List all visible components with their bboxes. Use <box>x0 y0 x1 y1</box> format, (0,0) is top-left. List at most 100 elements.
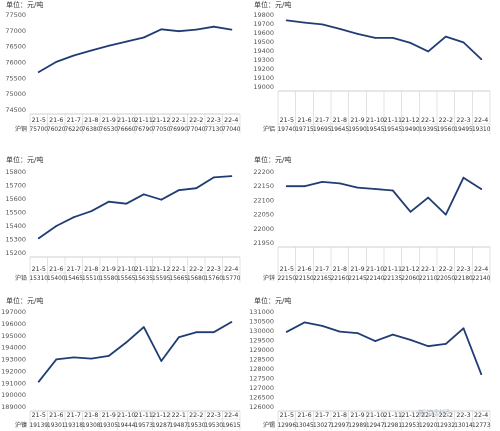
y-tick-label: 192000 <box>1 367 26 375</box>
data-value-label: 12989 <box>348 423 367 429</box>
x-tick-label: 22-3 <box>456 117 470 124</box>
y-tick-label: 129000 <box>249 346 274 354</box>
data-value-label: 22110 <box>419 276 438 282</box>
data-point <box>409 210 412 213</box>
x-tick-label: 21-9 <box>102 117 116 124</box>
data-value-label: 19545 <box>366 127 385 133</box>
x-tick-label: 21-7 <box>315 117 329 124</box>
y-tick-label: 19800 <box>253 11 274 19</box>
data-point <box>142 326 145 328</box>
unit-label: 单位：元/吨 <box>254 155 291 164</box>
x-tick-label: 21-8 <box>84 117 98 124</box>
y-tick-label: 19400 <box>253 47 274 55</box>
data-value-label: 19645 <box>331 127 350 133</box>
x-tick-label: 22-2 <box>439 117 453 124</box>
y-tick-label: 22150 <box>253 182 274 190</box>
unit-label: 单位：元/吨 <box>6 0 43 9</box>
data-value-label: 22150 <box>295 276 314 282</box>
data-value-label: 15770 <box>222 276 241 282</box>
data-value-label: 19310 <box>472 127 491 133</box>
y-tick-label: 193000 <box>1 356 26 364</box>
table-row-label: 沪铜 <box>15 125 27 133</box>
data-point <box>72 54 75 57</box>
data-value-label: 15580 <box>100 276 119 282</box>
x-tick-label: 21-6 <box>297 266 311 273</box>
data-point <box>356 332 359 334</box>
data-point <box>480 373 483 375</box>
y-tick-label: 128500 <box>249 356 274 364</box>
data-value-label: 19395 <box>419 127 438 133</box>
data-point <box>444 213 447 216</box>
x-tick-label: 22-1 <box>421 266 435 273</box>
data-point <box>212 331 215 334</box>
data-value-label: 22140 <box>472 276 491 282</box>
series-line <box>37 25 233 73</box>
data-value-label: 19695 <box>313 127 332 133</box>
x-tick-label: 22-4 <box>224 266 238 273</box>
x-tick-label: 21-7 <box>67 266 81 273</box>
x-tick-label: 21-11 <box>135 117 153 124</box>
data-point <box>338 28 341 30</box>
y-tick-label: 75500 <box>5 74 26 82</box>
x-tick-label: 21-11 <box>384 117 402 124</box>
x-tick-label: 21-12 <box>401 266 419 273</box>
data-value-label: 13045 <box>295 423 314 429</box>
x-tick-label: 21-10 <box>366 266 384 273</box>
data-point <box>409 339 412 341</box>
y-tick-label: 130000 <box>249 327 274 335</box>
x-tick-label: 21-10 <box>366 412 384 419</box>
y-tick-label: 22100 <box>253 196 274 204</box>
data-point <box>374 340 377 342</box>
data-value-label: 75700 <box>30 127 49 133</box>
data-point <box>338 330 341 333</box>
x-tick-label: 22-2 <box>439 412 453 419</box>
x-tick-label: 22-1 <box>172 266 186 273</box>
data-point <box>195 331 198 334</box>
chart-panel-5: 单位：元/吨 189000 190000 191000 192000 193000 1940… <box>1 296 241 430</box>
y-tick-label: 19700 <box>253 20 274 28</box>
x-tick-label: 21-7 <box>315 266 329 273</box>
x-tick-label: 21-7 <box>67 117 81 124</box>
series-line <box>37 321 233 383</box>
x-tick-label: 21-5 <box>280 117 294 124</box>
data-value-label: 19490 <box>401 127 420 133</box>
data-value-label: 15400 <box>47 276 66 282</box>
data-value-label: 22180 <box>454 276 473 282</box>
y-tick-label: 19200 <box>253 65 274 73</box>
data-value-label: 15565 <box>117 276 136 282</box>
y-tick-label: 190000 <box>1 391 26 399</box>
x-tick-label: 21-9 <box>102 266 116 273</box>
y-tick-label: 194000 <box>1 344 26 352</box>
series-line <box>285 321 483 376</box>
y-tick-label: 15300 <box>5 236 26 244</box>
x-tick-label: 21-8 <box>333 266 347 273</box>
data-value-label: 12953 <box>401 423 420 429</box>
y-tick-label: 77500 <box>5 11 26 19</box>
data-value-label: 19301 <box>47 423 66 429</box>
x-tick-label: 21-6 <box>49 117 63 124</box>
x-tick-label: 22-3 <box>456 412 470 419</box>
x-tick-label: 22-1 <box>421 117 435 124</box>
data-point <box>356 33 359 35</box>
x-tick-label: 21-8 <box>84 412 98 419</box>
y-tick-label: 15400 <box>5 222 26 230</box>
x-tick-label: 21-10 <box>366 117 384 124</box>
y-tick-label: 21950 <box>253 239 274 247</box>
data-point <box>285 330 288 333</box>
x-tick-label: 22-3 <box>207 117 221 124</box>
data-value-label: 19560 <box>437 127 456 133</box>
data-point <box>177 189 180 192</box>
data-point <box>427 196 430 199</box>
data-value-label: 22160 <box>331 276 350 282</box>
data-point <box>321 181 324 183</box>
x-tick-label: 21-6 <box>297 117 311 124</box>
data-value-label: 77040 <box>187 127 206 133</box>
y-tick-label: 19300 <box>253 56 274 64</box>
table-row-label: 沪镍 <box>15 421 27 429</box>
y-tick-label: 19500 <box>253 38 274 46</box>
data-value-label: 76790 <box>135 127 154 133</box>
data-point <box>107 200 110 203</box>
data-value-label: 19740 <box>278 127 297 133</box>
x-tick-label: 21-7 <box>315 412 329 419</box>
data-value-label: 76530 <box>100 127 119 133</box>
